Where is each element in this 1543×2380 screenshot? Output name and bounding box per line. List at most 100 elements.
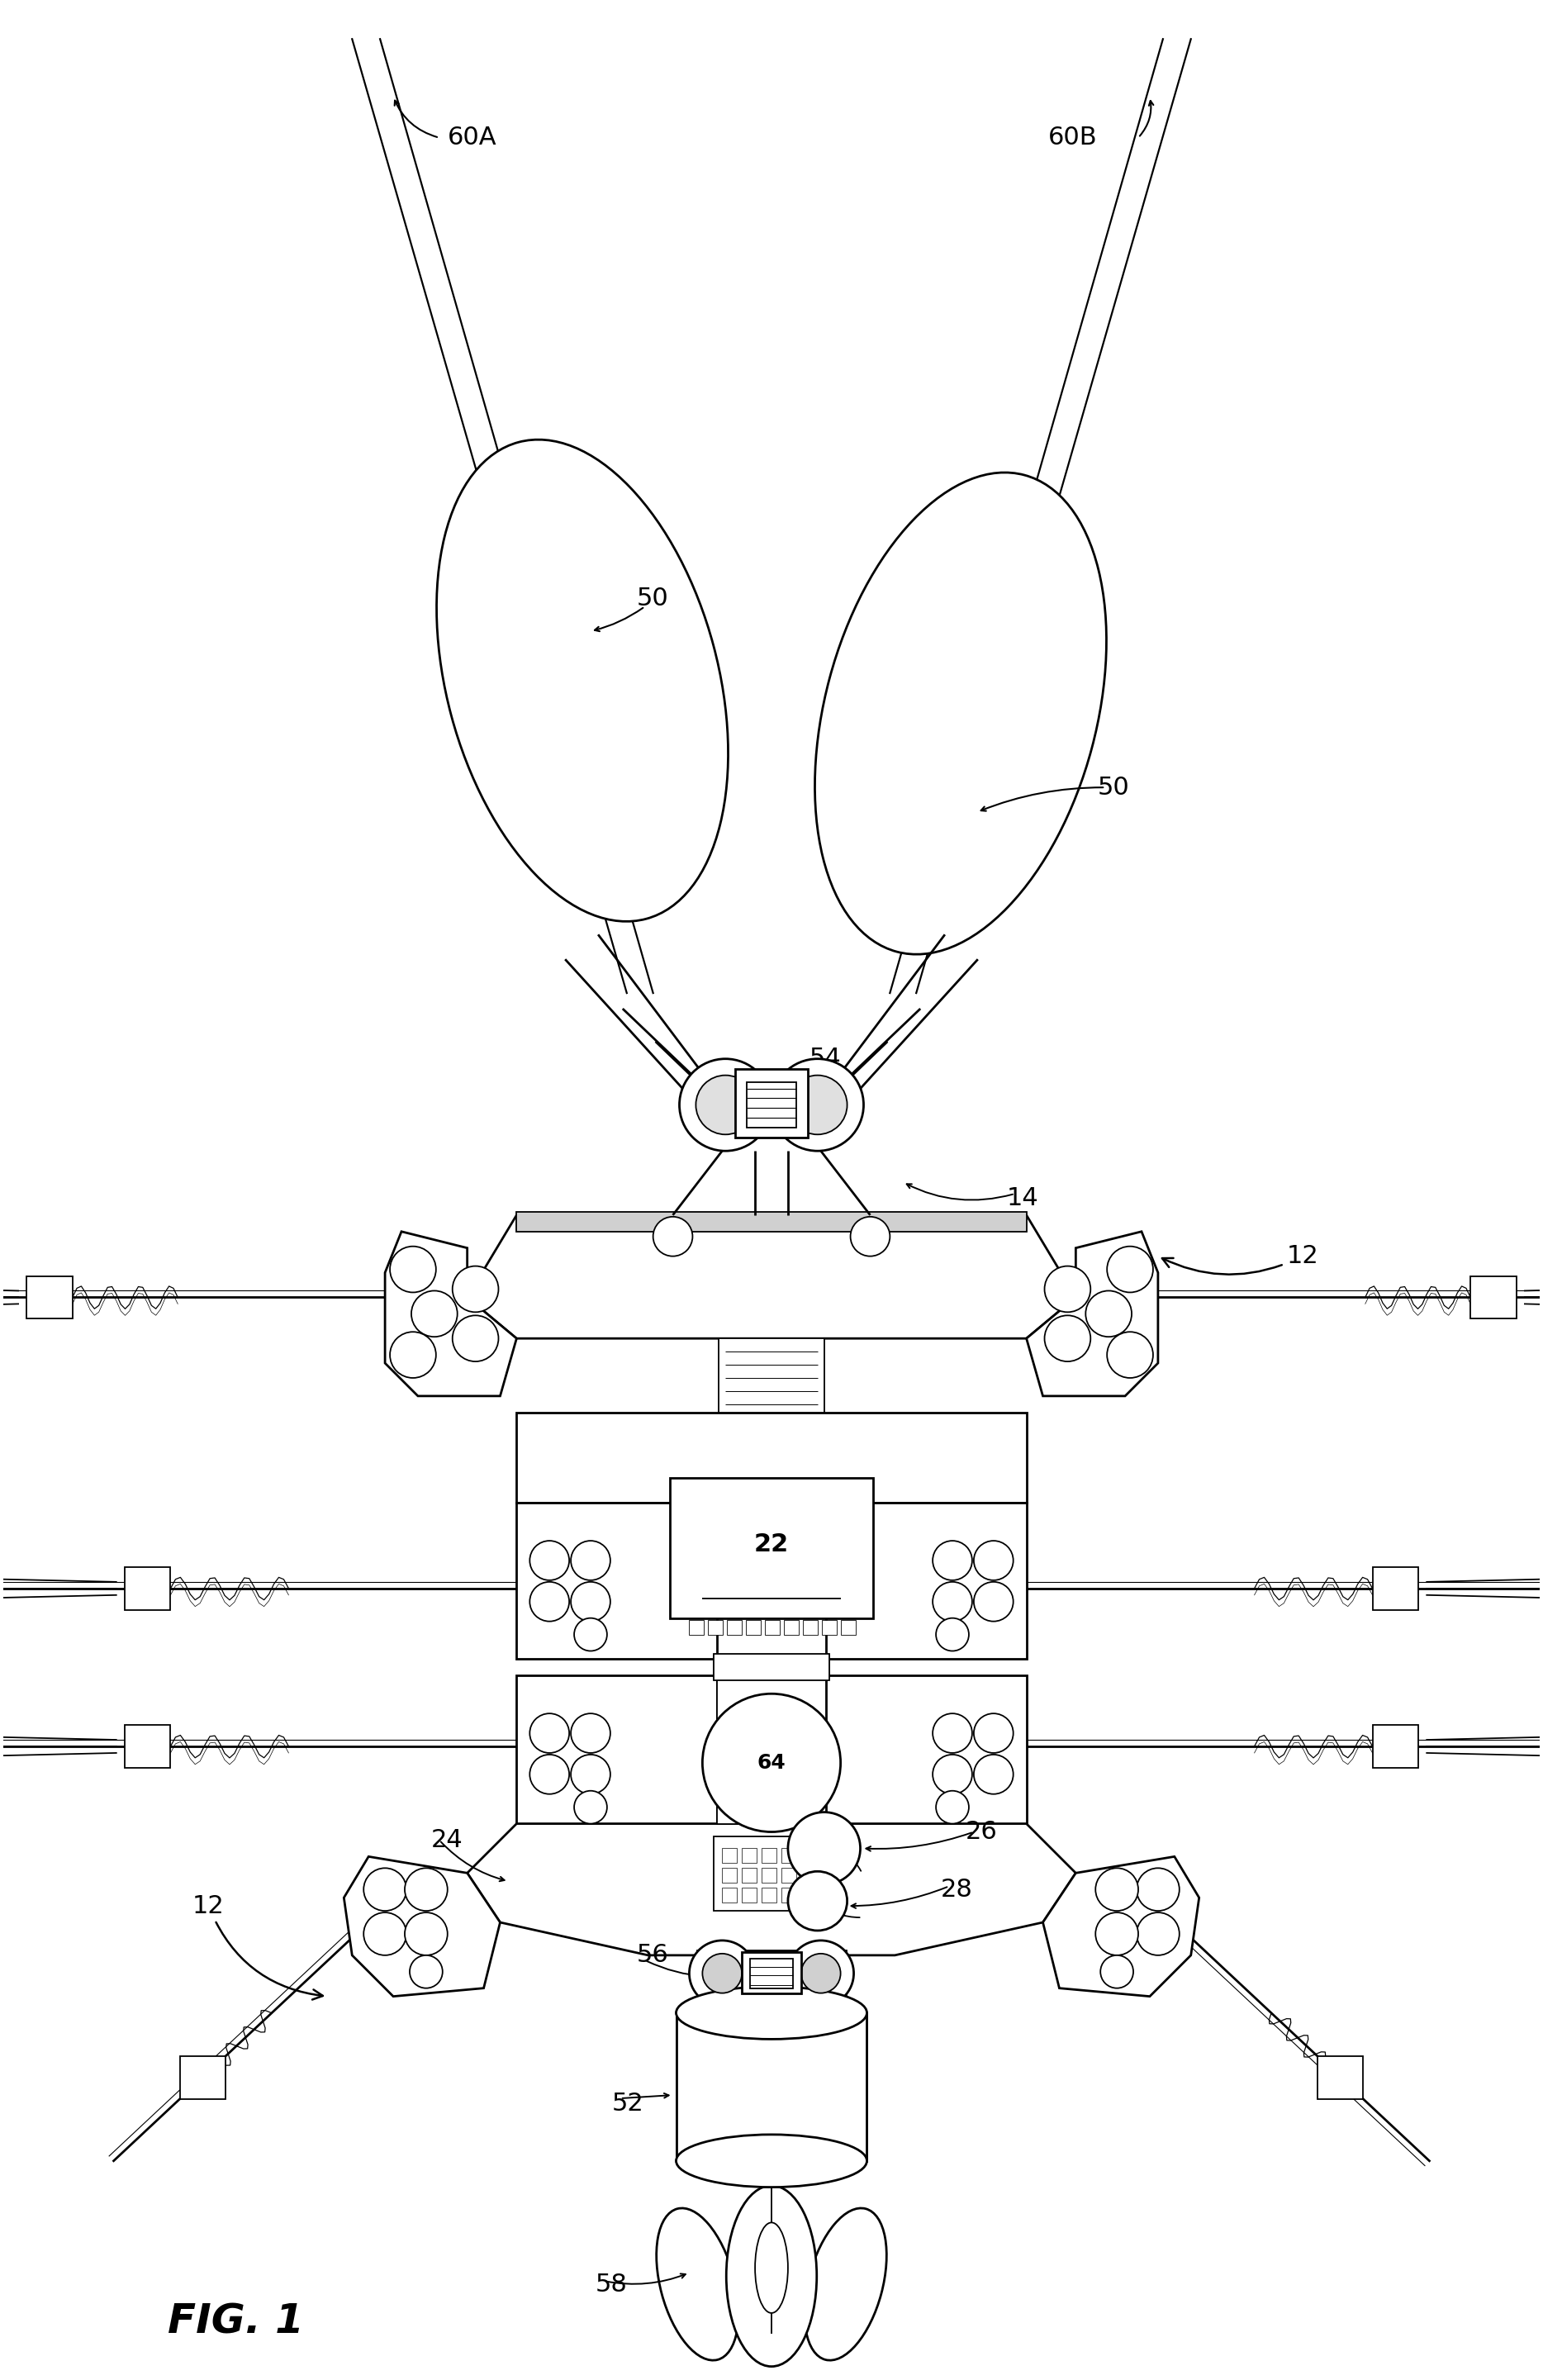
- Text: 52: 52: [613, 2092, 643, 2116]
- Bar: [517, 1211, 1026, 1230]
- Circle shape: [1096, 1914, 1139, 1956]
- Circle shape: [1106, 1247, 1153, 1292]
- Bar: [517, 1676, 717, 1823]
- Circle shape: [974, 1540, 1014, 1580]
- Circle shape: [410, 1956, 443, 1987]
- Circle shape: [1045, 1266, 1091, 1311]
- Circle shape: [974, 1714, 1014, 1754]
- Circle shape: [788, 1811, 861, 1885]
- Bar: [841, 1621, 855, 1635]
- Ellipse shape: [676, 2135, 867, 2187]
- Circle shape: [452, 1266, 498, 1311]
- Bar: [742, 1868, 756, 1883]
- Circle shape: [529, 1583, 569, 1621]
- Circle shape: [702, 1954, 742, 1992]
- Circle shape: [571, 1754, 611, 1795]
- Circle shape: [574, 1790, 606, 1823]
- Bar: [717, 1676, 826, 1823]
- Bar: [747, 1083, 796, 1128]
- Ellipse shape: [656, 2209, 739, 2361]
- Circle shape: [404, 1914, 447, 1956]
- Polygon shape: [386, 1230, 517, 1397]
- Bar: [802, 1621, 818, 1635]
- Bar: [762, 1868, 776, 1883]
- Text: 64: 64: [758, 1754, 785, 1773]
- Circle shape: [1045, 1316, 1091, 1361]
- Text: 14: 14: [1006, 1188, 1038, 1211]
- Bar: [742, 1887, 756, 1902]
- Bar: [708, 1621, 724, 1635]
- Circle shape: [1086, 1290, 1131, 1338]
- Bar: [1470, 1276, 1517, 1319]
- Ellipse shape: [727, 2185, 816, 2366]
- Bar: [722, 1868, 738, 1883]
- Polygon shape: [1043, 1856, 1199, 1997]
- Bar: [125, 1726, 171, 1768]
- Ellipse shape: [755, 2223, 788, 2313]
- Bar: [781, 1849, 796, 1864]
- Bar: [517, 1411, 1026, 1502]
- Bar: [784, 1621, 799, 1635]
- Circle shape: [364, 1868, 406, 1911]
- Circle shape: [574, 1618, 606, 1652]
- Bar: [722, 1849, 738, 1864]
- Circle shape: [1106, 1333, 1153, 1378]
- Circle shape: [1137, 1868, 1179, 1911]
- Text: 58: 58: [596, 2273, 628, 2297]
- Text: 24: 24: [430, 1828, 463, 1852]
- Circle shape: [690, 1940, 755, 2006]
- Circle shape: [850, 1216, 890, 1257]
- Circle shape: [571, 1583, 611, 1621]
- Polygon shape: [468, 1823, 1075, 1956]
- Text: 12: 12: [1162, 1245, 1318, 1273]
- Ellipse shape: [815, 474, 1106, 954]
- Text: FIG. 1: FIG. 1: [168, 2301, 304, 2342]
- Polygon shape: [1026, 1230, 1157, 1397]
- Bar: [750, 1959, 793, 1987]
- Circle shape: [788, 1871, 847, 1930]
- Bar: [719, 1338, 824, 1411]
- Circle shape: [571, 1714, 611, 1754]
- Text: 60A: 60A: [447, 126, 497, 150]
- Circle shape: [932, 1583, 972, 1621]
- Bar: [736, 1069, 807, 1138]
- Circle shape: [801, 1954, 841, 1992]
- Polygon shape: [468, 1216, 1075, 1338]
- Bar: [765, 1621, 779, 1635]
- Bar: [742, 1952, 801, 1992]
- Bar: [742, 1849, 756, 1864]
- Circle shape: [1137, 1914, 1179, 1956]
- Circle shape: [772, 1059, 864, 1152]
- Circle shape: [653, 1216, 693, 1257]
- Circle shape: [404, 1868, 447, 1911]
- Bar: [670, 1478, 873, 1618]
- Circle shape: [529, 1540, 569, 1580]
- Circle shape: [571, 1540, 611, 1580]
- Text: 60B: 60B: [1048, 126, 1097, 150]
- Ellipse shape: [676, 2140, 867, 2182]
- Circle shape: [937, 1790, 969, 1823]
- Bar: [745, 1621, 761, 1635]
- Bar: [181, 2056, 225, 2099]
- Polygon shape: [344, 1856, 500, 1997]
- Ellipse shape: [676, 1987, 867, 2040]
- Bar: [125, 1566, 171, 1609]
- Circle shape: [1096, 1868, 1139, 1911]
- Circle shape: [788, 1076, 847, 1135]
- Circle shape: [696, 1076, 755, 1135]
- Ellipse shape: [804, 2209, 887, 2361]
- Circle shape: [529, 1754, 569, 1795]
- Text: 12: 12: [193, 1894, 322, 1999]
- Bar: [714, 1837, 804, 1911]
- Circle shape: [1100, 1956, 1133, 1987]
- Ellipse shape: [676, 1992, 867, 2033]
- Bar: [781, 1868, 796, 1883]
- Bar: [517, 1502, 717, 1659]
- Circle shape: [529, 1714, 569, 1754]
- Bar: [690, 1621, 704, 1635]
- Text: 28: 28: [941, 1878, 974, 1902]
- Circle shape: [932, 1754, 972, 1795]
- Circle shape: [364, 1914, 406, 1956]
- Bar: [762, 1849, 776, 1864]
- Circle shape: [412, 1290, 457, 1338]
